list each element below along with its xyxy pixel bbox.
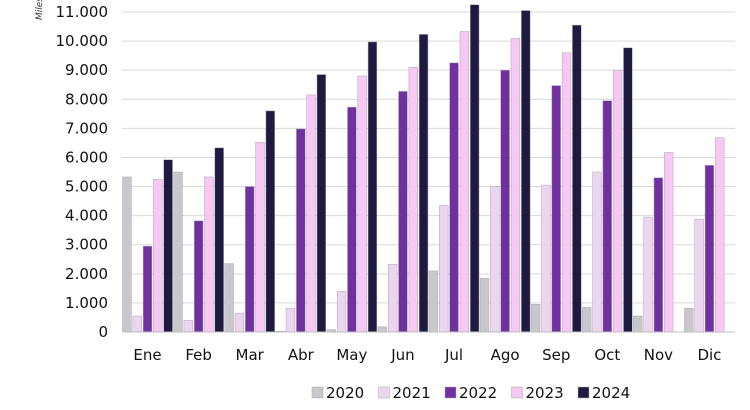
x-category-label: Abr [288, 346, 315, 364]
y-tick-label: 7.000 [65, 119, 108, 137]
bar-2022-Feb [193, 220, 204, 333]
bar-2023-Dic [715, 137, 725, 333]
bar-2020-Mar [224, 263, 234, 333]
bar-2022-Jun [398, 91, 408, 333]
bar-2020-Oct [582, 307, 592, 333]
legend-swatch-2020 [311, 386, 324, 399]
bar-2023-Nov [664, 152, 674, 333]
x-category-label: Feb [185, 346, 212, 364]
bar-2021-Oct [592, 171, 602, 333]
bar-2020-Ago [479, 277, 490, 333]
bar-2020-Ene [122, 176, 132, 333]
bar-2022-May [347, 106, 357, 333]
bar-2024-Jul [469, 4, 480, 333]
bar-2020-Nov [633, 315, 643, 333]
bar-2020-Feb [173, 171, 183, 333]
bar-2022-Abr [296, 128, 306, 333]
x-category-label: Mar [236, 346, 265, 364]
legend-swatch-2021 [378, 386, 390, 399]
bar-2024-Jun [418, 34, 429, 333]
bar-2021-Nov [643, 216, 653, 333]
bar-2021-Ago [490, 186, 500, 333]
y-tick-label: 9.000 [65, 61, 108, 79]
bar-2023-Feb [204, 176, 214, 333]
y-tick-label: 11.000 [56, 3, 109, 21]
x-category-label: Sep [542, 346, 570, 364]
y-tick-label: 1.000 [65, 294, 108, 312]
x-category-label: May [336, 346, 367, 364]
bar-2022-Ago [500, 69, 510, 333]
legend-swatch-2023 [511, 386, 523, 399]
y-tick-label: 6.000 [65, 148, 108, 166]
bar-2024-Abr [316, 74, 327, 333]
bar-2023-Jul [459, 31, 469, 333]
y-tick-label: 3.000 [65, 236, 108, 254]
bar-2021-Sep [541, 184, 551, 333]
x-category-label: Dic [697, 346, 721, 364]
y-tick-label: 0 [98, 323, 108, 341]
x-category-label: Ago [491, 346, 520, 364]
y-tick-label: 4.000 [65, 207, 108, 225]
bar-2021-Feb [183, 320, 193, 333]
bar-2021-Dic [694, 218, 704, 333]
bar-2024-Sep [572, 24, 582, 333]
bar-2021-May [336, 291, 347, 333]
x-category-label: Nov [644, 346, 673, 364]
legend-swatch-2022 [444, 386, 457, 399]
gridlines [122, 11, 735, 304]
bar-2022-Ene [142, 245, 153, 333]
bar-2020-Sep [530, 304, 541, 333]
y-axis-unit-label: Miles [35, 0, 45, 20]
bar-2021-Jul [439, 205, 449, 333]
bar-2024-Ago [521, 10, 531, 333]
bar-2022-Nov [653, 177, 664, 333]
bar-2020-Jun [377, 326, 388, 333]
bar-2024-Ene [163, 159, 173, 333]
x-category-label: Jun [390, 346, 414, 364]
legend-label-2023: 2023 [526, 384, 564, 402]
legend-label-2024: 2024 [592, 384, 630, 402]
legend-label-2020: 2020 [326, 384, 364, 402]
bar-2020-Dic [684, 307, 694, 333]
bars [122, 4, 725, 333]
x-axis-categories: Ene Feb Mar Abr May Jun Jul Ago Sep Oct Nov Dic [133, 346, 721, 364]
bar-2024-Feb [214, 147, 224, 333]
bar-2023-Abr [306, 94, 316, 333]
bar-2020-Jul [428, 270, 439, 333]
legend-label-2022: 2022 [459, 384, 497, 402]
bar-2023-May [357, 75, 367, 333]
legend-swatch-2024 [577, 386, 590, 399]
bar-2024-Mar [265, 110, 275, 333]
bar-2023-Ene [153, 179, 163, 333]
y-axis-ticks: 0 1.000 2.000 3.000 4.000 5.000 6.000 7.000 8.00… [56, 3, 109, 341]
x-category-label: Jul [444, 346, 463, 364]
bar-2022-Sep [551, 85, 561, 333]
bar-2022-Jul [449, 62, 459, 333]
legend-label-2021: 2021 [393, 384, 431, 402]
bar-2023-Oct [612, 69, 623, 333]
x-category-label: Ene [133, 346, 161, 364]
bar-2022-Dic [704, 165, 715, 333]
bar-2022-Oct [602, 100, 612, 333]
y-tick-label: 10.000 [56, 32, 109, 50]
bar-2021-Abr [285, 307, 296, 333]
y-tick-label: 5.000 [65, 178, 108, 196]
bar-2021-Jun [388, 263, 398, 333]
y-tick-label: 8.000 [65, 90, 108, 108]
bar-2022-Mar [245, 186, 255, 333]
bar-2023-Sep [561, 52, 572, 333]
bar-2024-Oct [623, 47, 633, 333]
bar-2023-Mar [255, 142, 265, 333]
bar-2023-Ago [510, 37, 521, 333]
bar-2021-Mar [234, 312, 245, 333]
legend: 2020 2021 2022 2023 2024 [311, 384, 630, 402]
bar-2021-Ene [132, 315, 142, 333]
y-tick-label: 2.000 [65, 265, 108, 283]
x-category-label: Oct [594, 346, 620, 364]
bar-2024-May [367, 41, 378, 333]
bar-2023-Jun [408, 67, 418, 333]
